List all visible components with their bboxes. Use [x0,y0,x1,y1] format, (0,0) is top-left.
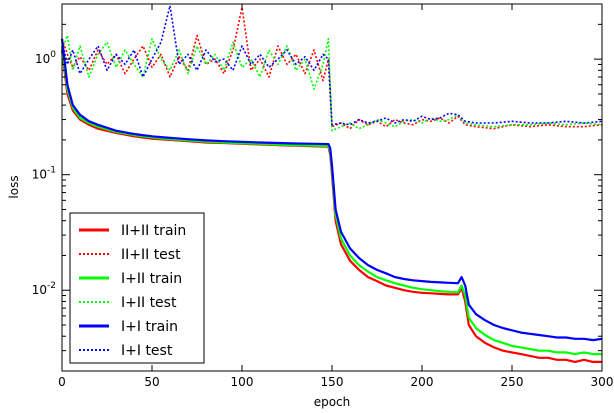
legend-label-2: I+II train [121,271,182,287]
legend: II+II train II+II test I+II train I+II test… [69,212,205,364]
legend-label-1: II+II test [121,247,181,263]
legend-label-0: II+II train [121,223,186,239]
y-tick-label-2: 10-2 [32,281,56,297]
y-tick-label-0: 100 [35,50,56,66]
x-tick-label-6: 300 [591,375,614,389]
series-line-2 [60,45,602,356]
series-line-3 [61,34,603,132]
x-tick-label-1: 50 [144,375,159,389]
series-line-4 [60,38,603,342]
legend-label-5: I+I test [121,343,173,359]
y-tick-label-1: 10-1 [32,166,56,182]
x-tick-label-5: 250 [501,375,524,389]
series-line-5 [61,4,603,126]
x-axis-label: epoch [314,395,351,409]
ticks-layer: 0 50 100 150 200 250 300 100 10-1 10-2 [32,3,614,389]
x-tick-label-3: 150 [321,375,344,389]
series-layer [60,4,603,363]
legend-frame [69,212,205,364]
x-tick-label-4: 200 [411,375,434,389]
legend-label-3: I+II test [121,295,177,311]
legend-label-4: I+I train [121,319,178,335]
x-tick-label-0: 0 [58,375,66,389]
y-axis-label: loss [7,175,21,198]
x-tick-label-2: 100 [231,375,254,389]
